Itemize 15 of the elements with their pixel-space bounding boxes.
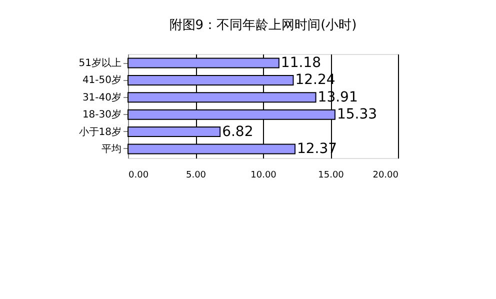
chart-title: 附图9：不同年龄上网时间(小时) — [169, 18, 357, 33]
y-tick-label: 41-50岁 — [82, 74, 122, 86]
x-tick-label: 5.00 — [186, 170, 206, 180]
data-label: 11.18 — [280, 55, 322, 72]
x-tick-label: 10.00 — [250, 170, 277, 180]
y-tick-label: 31-40岁 — [82, 91, 122, 104]
data-label: 15.33 — [336, 106, 378, 123]
x-tick-label: 0.00 — [128, 170, 149, 180]
y-tick-label: 平均 — [102, 142, 122, 155]
y-tick-label: 小于18岁 — [78, 126, 122, 138]
x-tick-label: 20.00 — [372, 170, 399, 180]
x-tick-label: 15.00 — [318, 170, 344, 180]
y-tick-label: 51岁以上 — [78, 57, 122, 70]
y-tick-label: 18-30岁 — [82, 108, 122, 121]
data-label: 6.82 — [222, 124, 254, 140]
